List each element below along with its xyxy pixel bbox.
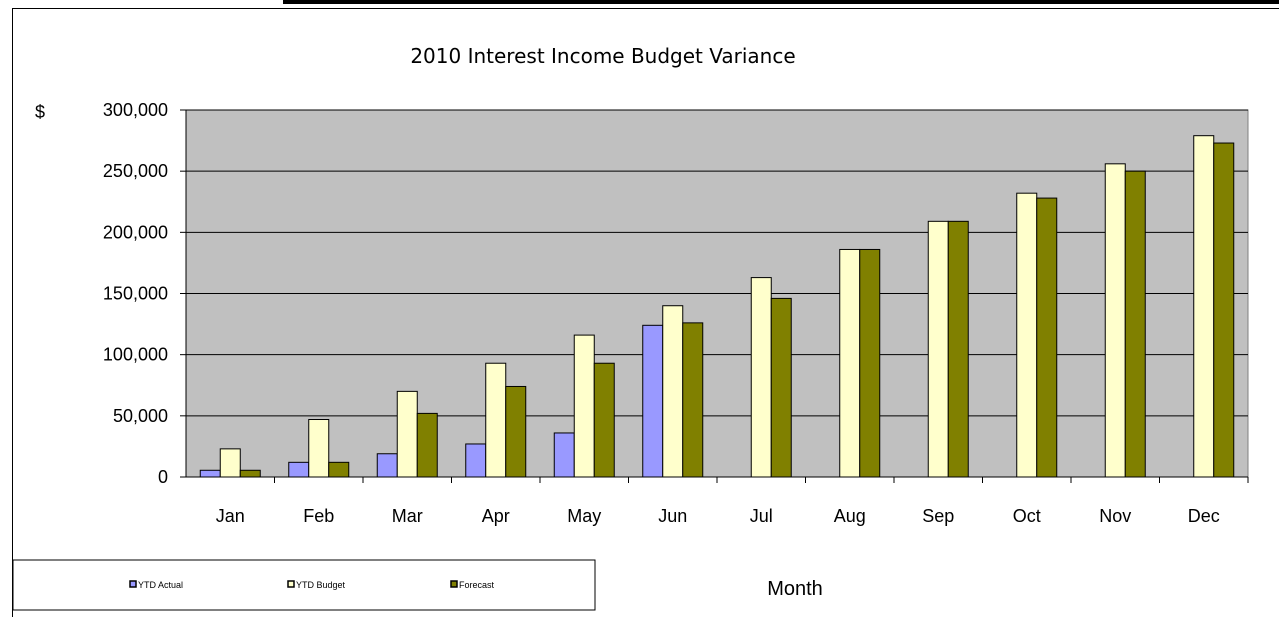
bar-ytd-budget bbox=[662, 305, 684, 478]
legend-label: YTD Budget bbox=[296, 580, 346, 590]
y-tick-label: 300,000 bbox=[103, 100, 168, 120]
bar-ytd-actual bbox=[199, 469, 221, 478]
bar-forecast bbox=[593, 362, 615, 478]
legend-label: Forecast bbox=[459, 580, 495, 590]
x-tick-label: Jan bbox=[216, 506, 245, 526]
bar-ytd-actual bbox=[553, 432, 575, 478]
bar-ytd-budget bbox=[396, 390, 418, 478]
legend-swatch bbox=[450, 580, 458, 588]
legend-swatch bbox=[129, 580, 137, 588]
plot-area: 0 50,000 100,000 150,000 200,000 250,000 300,0… bbox=[103, 100, 1249, 526]
y-axis-label: $ bbox=[35, 102, 45, 122]
bar-ytd-actual bbox=[288, 461, 310, 478]
legend-label: YTD Actual bbox=[138, 580, 183, 590]
y-tick-label: 0 bbox=[158, 467, 168, 487]
bar-ytd-budget bbox=[750, 277, 772, 478]
bar-forecast bbox=[1213, 142, 1235, 478]
bar-ytd-actual bbox=[376, 453, 398, 478]
bar-ytd-budget bbox=[219, 448, 241, 478]
legend-box bbox=[12, 559, 596, 611]
x-tick-label: May bbox=[567, 506, 601, 526]
x-tick-label: Feb bbox=[303, 506, 334, 526]
bar-ytd-budget bbox=[1016, 192, 1038, 478]
bar-ytd-actual bbox=[465, 443, 487, 478]
bar-ytd-budget bbox=[573, 334, 595, 478]
y-tick-label: 250,000 bbox=[103, 161, 168, 181]
y-tick-label: 150,000 bbox=[103, 284, 168, 304]
x-tick-label: Jun bbox=[658, 506, 687, 526]
legend-swatch bbox=[287, 580, 295, 588]
x-tick-label: Dec bbox=[1188, 506, 1220, 526]
bar-forecast bbox=[1124, 170, 1146, 478]
x-tick-label: Sep bbox=[922, 506, 954, 526]
bar-forecast bbox=[416, 412, 438, 478]
bar-ytd-budget bbox=[839, 248, 861, 478]
bar-forecast bbox=[1036, 197, 1058, 478]
bar-forecast bbox=[682, 322, 704, 478]
bar-ytd-budget bbox=[927, 220, 949, 478]
top-thin-border bbox=[12, 8, 1279, 9]
bar-ytd-budget bbox=[1193, 135, 1215, 478]
bar-forecast bbox=[505, 385, 527, 478]
x-tick-label: Mar bbox=[392, 506, 423, 526]
chart-title: 2010 Interest Income Budget Variance bbox=[410, 44, 795, 68]
left-border-rule bbox=[12, 8, 13, 617]
bar-forecast bbox=[239, 469, 261, 478]
bar-forecast bbox=[859, 248, 881, 478]
x-tick-label: Oct bbox=[1013, 506, 1041, 526]
bar-forecast bbox=[770, 297, 792, 478]
y-tick-label: 100,000 bbox=[103, 345, 168, 365]
x-tick-label: Aug bbox=[834, 506, 866, 526]
legend: YTD Actual YTD Budget Forecast bbox=[12, 559, 596, 611]
bar-forecast bbox=[328, 461, 350, 478]
x-tick-label: Apr bbox=[482, 506, 510, 526]
bar-forecast bbox=[947, 220, 969, 478]
x-tick-label: Nov bbox=[1099, 506, 1131, 526]
y-tick-label: 200,000 bbox=[103, 222, 168, 242]
bar-ytd-actual bbox=[642, 324, 664, 478]
bar-ytd-budget bbox=[485, 362, 507, 478]
x-tick-label: Jul bbox=[750, 506, 773, 526]
top-border-rule bbox=[283, 0, 1279, 4]
bar-ytd-budget bbox=[1104, 163, 1126, 478]
y-tick-label: 50,000 bbox=[113, 406, 168, 426]
x-axis-label: Month bbox=[767, 578, 823, 600]
bar-ytd-budget bbox=[308, 419, 330, 478]
